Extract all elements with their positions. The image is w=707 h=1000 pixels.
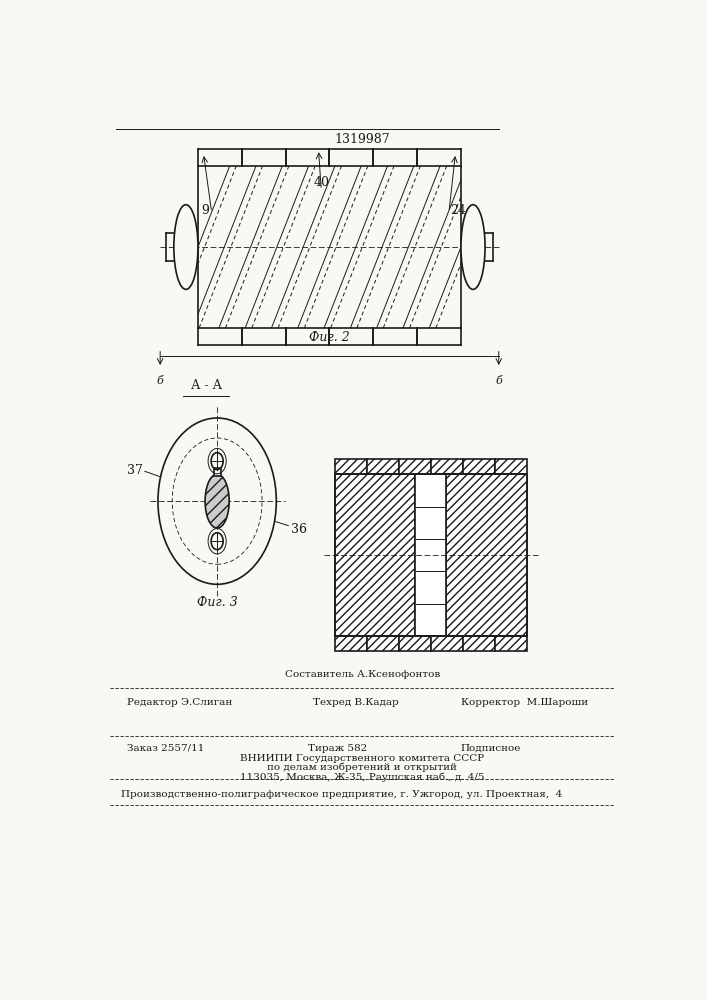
Text: 38: 38	[351, 486, 368, 499]
Text: 40: 40	[475, 484, 491, 497]
Text: 39: 39	[489, 560, 504, 573]
Text: Подписное: Подписное	[461, 744, 521, 753]
Text: 9: 9	[201, 204, 209, 217]
Text: Б - Б: Б - Б	[395, 497, 426, 510]
Text: 36: 36	[291, 523, 307, 536]
Polygon shape	[446, 474, 527, 636]
Polygon shape	[335, 636, 367, 651]
Text: 9: 9	[335, 537, 343, 550]
Text: 37: 37	[127, 464, 143, 477]
Polygon shape	[416, 474, 446, 636]
Ellipse shape	[461, 205, 485, 289]
Text: Тираж 582: Тираж 582	[308, 744, 367, 753]
Text: б: б	[496, 376, 502, 386]
Circle shape	[158, 418, 276, 584]
Polygon shape	[399, 636, 431, 651]
Polygon shape	[495, 636, 527, 651]
Text: А - А: А - А	[191, 379, 222, 392]
Text: Заказ 2557/11: Заказ 2557/11	[127, 744, 204, 753]
FancyBboxPatch shape	[214, 468, 221, 476]
Text: ВНИИПИ Государственного комитета СССР: ВНИИПИ Государственного комитета СССР	[240, 754, 484, 763]
Ellipse shape	[174, 205, 198, 289]
Text: по делам изобретений и открытий: по делам изобретений и открытий	[267, 763, 457, 772]
Polygon shape	[495, 459, 527, 474]
Text: 1319987: 1319987	[334, 133, 390, 146]
Ellipse shape	[205, 474, 229, 528]
Polygon shape	[431, 636, 463, 651]
Text: Составитель А.Ксенофонтов: Составитель А.Ксенофонтов	[285, 670, 440, 679]
Polygon shape	[399, 459, 431, 474]
Text: 113035, Москва, Ж-35, Раушская наб., д. 4/5: 113035, Москва, Ж-35, Раушская наб., д. …	[240, 772, 484, 782]
Text: б: б	[157, 376, 163, 386]
Text: Корректор  М.Шароши: Корректор М.Шароши	[461, 698, 588, 707]
Polygon shape	[367, 459, 399, 474]
Polygon shape	[431, 459, 463, 474]
Text: Редактор Э.Слиган: Редактор Э.Слиган	[127, 698, 232, 707]
Polygon shape	[367, 636, 399, 651]
Text: Фиг. 2: Фиг. 2	[309, 331, 350, 344]
Text: 24: 24	[489, 523, 504, 536]
Polygon shape	[335, 474, 527, 636]
Polygon shape	[463, 636, 495, 651]
Polygon shape	[335, 459, 367, 474]
Polygon shape	[463, 459, 495, 474]
Text: 24: 24	[450, 204, 466, 217]
Text: Производственно-полиграфическое предприятие, г. Ужгород, ул. Проектная,  4: Производственно-полиграфическое предприя…	[122, 790, 563, 799]
Text: 40: 40	[313, 176, 329, 189]
Text: Техред В.Кадар: Техред В.Кадар	[313, 698, 399, 707]
Polygon shape	[198, 166, 461, 328]
Text: Фиг. 4: Фиг. 4	[411, 637, 451, 650]
Polygon shape	[335, 474, 416, 636]
Text: Фиг. 3: Фиг. 3	[197, 596, 238, 609]
